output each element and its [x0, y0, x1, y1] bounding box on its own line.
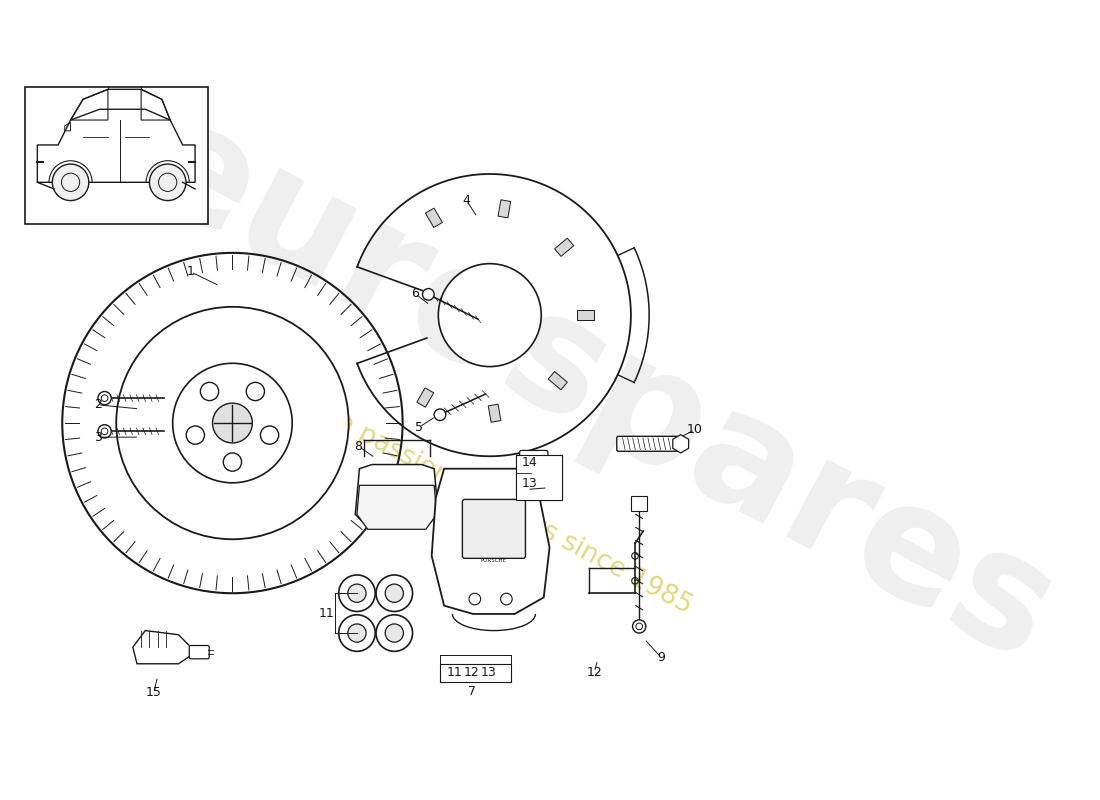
Circle shape	[376, 575, 412, 611]
Text: 9: 9	[658, 651, 666, 665]
Text: 2: 2	[94, 398, 102, 411]
Bar	[576, 310, 594, 320]
Text: 6: 6	[411, 287, 419, 300]
Text: eurospares: eurospares	[116, 84, 1080, 695]
Bar	[498, 200, 510, 218]
Circle shape	[150, 164, 186, 201]
Bar	[440, 664, 510, 682]
Circle shape	[212, 403, 252, 443]
Text: 12: 12	[463, 666, 480, 679]
Text: 1: 1	[187, 266, 195, 278]
Circle shape	[173, 363, 293, 483]
FancyBboxPatch shape	[462, 499, 526, 558]
Circle shape	[438, 264, 541, 366]
Circle shape	[200, 382, 219, 401]
Circle shape	[261, 426, 278, 444]
Circle shape	[422, 289, 435, 300]
Circle shape	[53, 164, 89, 201]
FancyBboxPatch shape	[617, 436, 679, 451]
Text: 14: 14	[521, 456, 538, 470]
Circle shape	[500, 594, 513, 605]
Bar	[488, 404, 501, 422]
Bar	[516, 454, 562, 500]
FancyBboxPatch shape	[189, 646, 209, 658]
Text: 8: 8	[354, 440, 363, 453]
Circle shape	[117, 307, 349, 539]
Circle shape	[339, 615, 375, 651]
Text: a passion for parts since 1985: a passion for parts since 1985	[332, 410, 697, 619]
Circle shape	[524, 479, 536, 491]
Bar	[631, 496, 648, 511]
Polygon shape	[133, 630, 191, 664]
Circle shape	[339, 575, 375, 611]
FancyBboxPatch shape	[519, 450, 548, 472]
Polygon shape	[358, 486, 437, 530]
Polygon shape	[673, 434, 689, 453]
Circle shape	[348, 624, 366, 642]
Text: 11: 11	[318, 607, 334, 621]
Circle shape	[469, 594, 481, 605]
Circle shape	[246, 382, 264, 401]
Text: 10: 10	[686, 423, 703, 436]
Bar	[25, 87, 208, 224]
Circle shape	[223, 453, 242, 471]
Text: 3: 3	[94, 430, 102, 444]
Circle shape	[98, 425, 111, 438]
Text: PORSCHE: PORSCHE	[481, 558, 507, 562]
Circle shape	[348, 584, 366, 602]
Circle shape	[98, 391, 111, 405]
Text: 7: 7	[468, 685, 475, 698]
Circle shape	[385, 624, 404, 642]
Text: 4: 4	[463, 194, 471, 207]
Bar	[426, 208, 442, 227]
Polygon shape	[431, 469, 550, 614]
Polygon shape	[355, 465, 438, 527]
Bar	[417, 388, 433, 407]
Text: 13: 13	[481, 666, 496, 679]
Circle shape	[632, 620, 646, 633]
Bar	[554, 238, 574, 257]
Bar	[548, 371, 568, 390]
Text: 5: 5	[415, 421, 424, 434]
Circle shape	[186, 426, 205, 444]
Circle shape	[434, 409, 446, 421]
Text: 15: 15	[145, 686, 162, 699]
Bar	[516, 454, 562, 500]
Circle shape	[376, 615, 412, 651]
Text: 12: 12	[586, 666, 602, 678]
Text: 13: 13	[521, 477, 538, 490]
Circle shape	[385, 584, 404, 602]
Text: 11: 11	[447, 666, 463, 679]
